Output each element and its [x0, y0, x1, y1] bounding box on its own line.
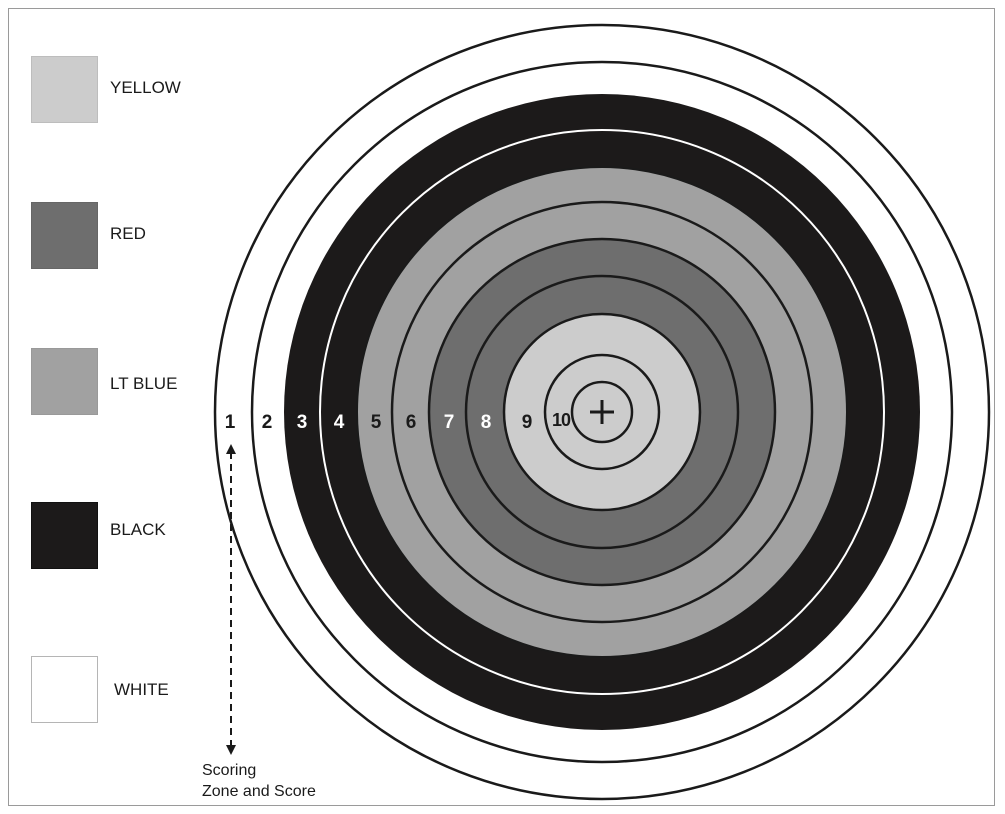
legend-swatch-yellow: [31, 56, 98, 123]
zone-number-5: 5: [371, 412, 382, 433]
zone-number-9: 9: [522, 412, 533, 433]
caption-line-2: Zone and Score: [202, 783, 316, 800]
legend-swatch-lt-blue: [31, 348, 98, 415]
zone-number-8: 8: [481, 412, 492, 433]
legend-label-white: WHITE: [114, 680, 169, 699]
legend-swatch-red: [31, 202, 98, 269]
scoring-arrow: [226, 444, 236, 755]
center-cross-icon: [590, 400, 614, 424]
zone-number-1: 1: [225, 412, 236, 433]
zone-number-10: 10: [552, 410, 571, 430]
zone-number-2: 2: [262, 412, 273, 433]
zone-number-4: 4: [334, 412, 345, 433]
zone-number-3: 3: [297, 412, 308, 433]
legend-label-black: BLACK: [110, 520, 166, 539]
legend-label-lt-blue: LT BLUE: [110, 374, 178, 393]
zone-number-7: 7: [444, 412, 455, 433]
scoring-caption: Scoring Zone and Score: [202, 760, 316, 802]
legend-swatch-white: [31, 656, 98, 723]
legend-swatch-black: [31, 502, 98, 569]
legend-label-red: RED: [110, 224, 146, 243]
legend-label-yellow: YELLOW: [110, 78, 181, 97]
zone-number-6: 6: [406, 412, 417, 433]
caption-line-1: Scoring: [202, 762, 257, 779]
